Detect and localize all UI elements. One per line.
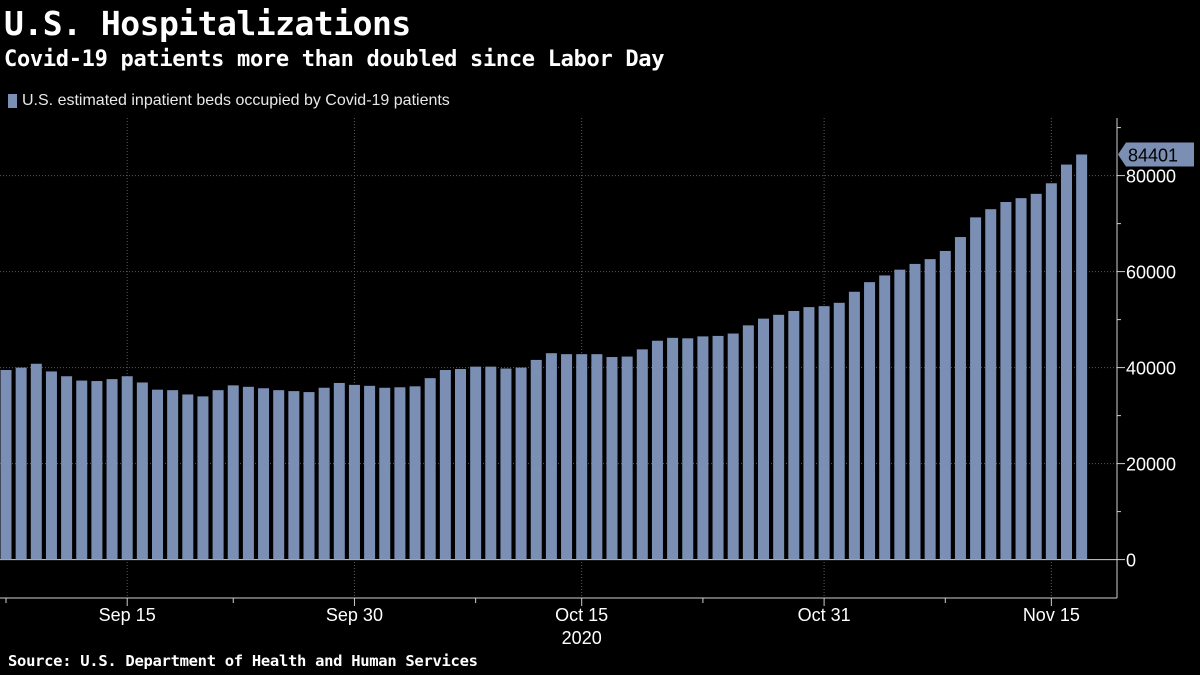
y-tick-label: 20000 — [1126, 455, 1176, 475]
bar — [455, 369, 466, 560]
bar — [1045, 183, 1057, 560]
x-year-label: 2020 — [562, 628, 602, 648]
bar — [61, 376, 73, 560]
bar — [152, 389, 163, 560]
bar — [803, 307, 815, 560]
bar — [697, 336, 709, 560]
bar — [470, 366, 482, 560]
bar — [712, 335, 724, 560]
bar — [985, 209, 997, 560]
bar — [182, 394, 194, 560]
bar — [303, 392, 315, 560]
bar — [833, 302, 845, 560]
x-tick-label: Oct 15 — [555, 605, 608, 625]
bar — [45, 371, 57, 560]
bar — [1000, 202, 1012, 560]
bar — [76, 380, 88, 560]
bar — [879, 275, 891, 560]
bar — [530, 359, 542, 560]
x-tick-label: Oct 31 — [798, 605, 851, 625]
bar — [500, 368, 512, 560]
bar — [136, 382, 148, 560]
y-tick-label: 40000 — [1126, 359, 1176, 379]
bar — [167, 390, 179, 560]
bar — [394, 387, 406, 560]
bar — [954, 237, 966, 560]
bar — [636, 349, 648, 560]
bar — [348, 384, 360, 560]
bar — [848, 291, 860, 560]
bar — [227, 385, 239, 560]
bar — [667, 337, 679, 560]
y-tick-label: 0 — [1126, 551, 1136, 571]
bar — [439, 370, 451, 560]
bar — [273, 390, 285, 560]
y-tick-label: 80000 — [1126, 167, 1176, 187]
bar — [651, 340, 663, 560]
bar — [591, 354, 603, 560]
bar — [606, 357, 618, 560]
bar — [258, 388, 270, 560]
bar — [318, 387, 330, 560]
bar — [576, 354, 588, 560]
bar — [1015, 198, 1027, 560]
bar — [91, 381, 103, 560]
legend-swatch — [8, 94, 17, 108]
bar — [121, 376, 133, 560]
bar — [424, 378, 436, 560]
bar — [1076, 154, 1088, 560]
x-tick-label: Nov 15 — [1023, 605, 1080, 625]
bar — [379, 387, 391, 560]
bar — [970, 217, 982, 560]
bar — [30, 363, 42, 560]
x-tick-label: Sep 30 — [326, 605, 383, 625]
bar — [682, 338, 694, 560]
bar — [742, 325, 754, 560]
bar — [758, 318, 769, 560]
bar — [106, 379, 118, 560]
bar — [561, 354, 573, 560]
bar — [333, 382, 345, 560]
bar — [0, 370, 12, 560]
bar — [909, 263, 921, 560]
bar — [621, 356, 633, 560]
bar — [727, 333, 739, 560]
source-note: Source: U.S. Department of Health and Hu… — [8, 652, 478, 670]
bar — [545, 353, 557, 560]
bar — [212, 390, 224, 560]
bar — [1030, 193, 1042, 560]
bar — [515, 367, 527, 560]
bar — [894, 269, 906, 560]
bar — [242, 386, 254, 560]
bar — [197, 396, 209, 560]
bar — [864, 282, 876, 560]
bar — [788, 310, 800, 560]
chart-subtitle: Covid-19 patients more than doubled sinc… — [4, 47, 665, 72]
bar — [924, 259, 936, 560]
legend: U.S. estimated inpatient beds occupied b… — [8, 90, 450, 112]
bar — [288, 391, 300, 560]
x-tick-label: Sep 15 — [99, 605, 156, 625]
last-value-label: 84401 — [1128, 145, 1178, 165]
bar — [485, 366, 497, 560]
bar — [773, 314, 785, 560]
y-tick-label: 60000 — [1126, 263, 1176, 283]
legend-label: U.S. estimated inpatient beds occupied b… — [22, 92, 450, 109]
bar — [1061, 164, 1072, 560]
last-value-flag — [1118, 142, 1194, 167]
bar — [15, 367, 27, 560]
chart-title: U.S. Hospitalizations — [4, 4, 411, 43]
bar — [818, 306, 830, 560]
bar — [939, 250, 951, 560]
bar — [364, 385, 376, 560]
bar — [409, 386, 421, 560]
